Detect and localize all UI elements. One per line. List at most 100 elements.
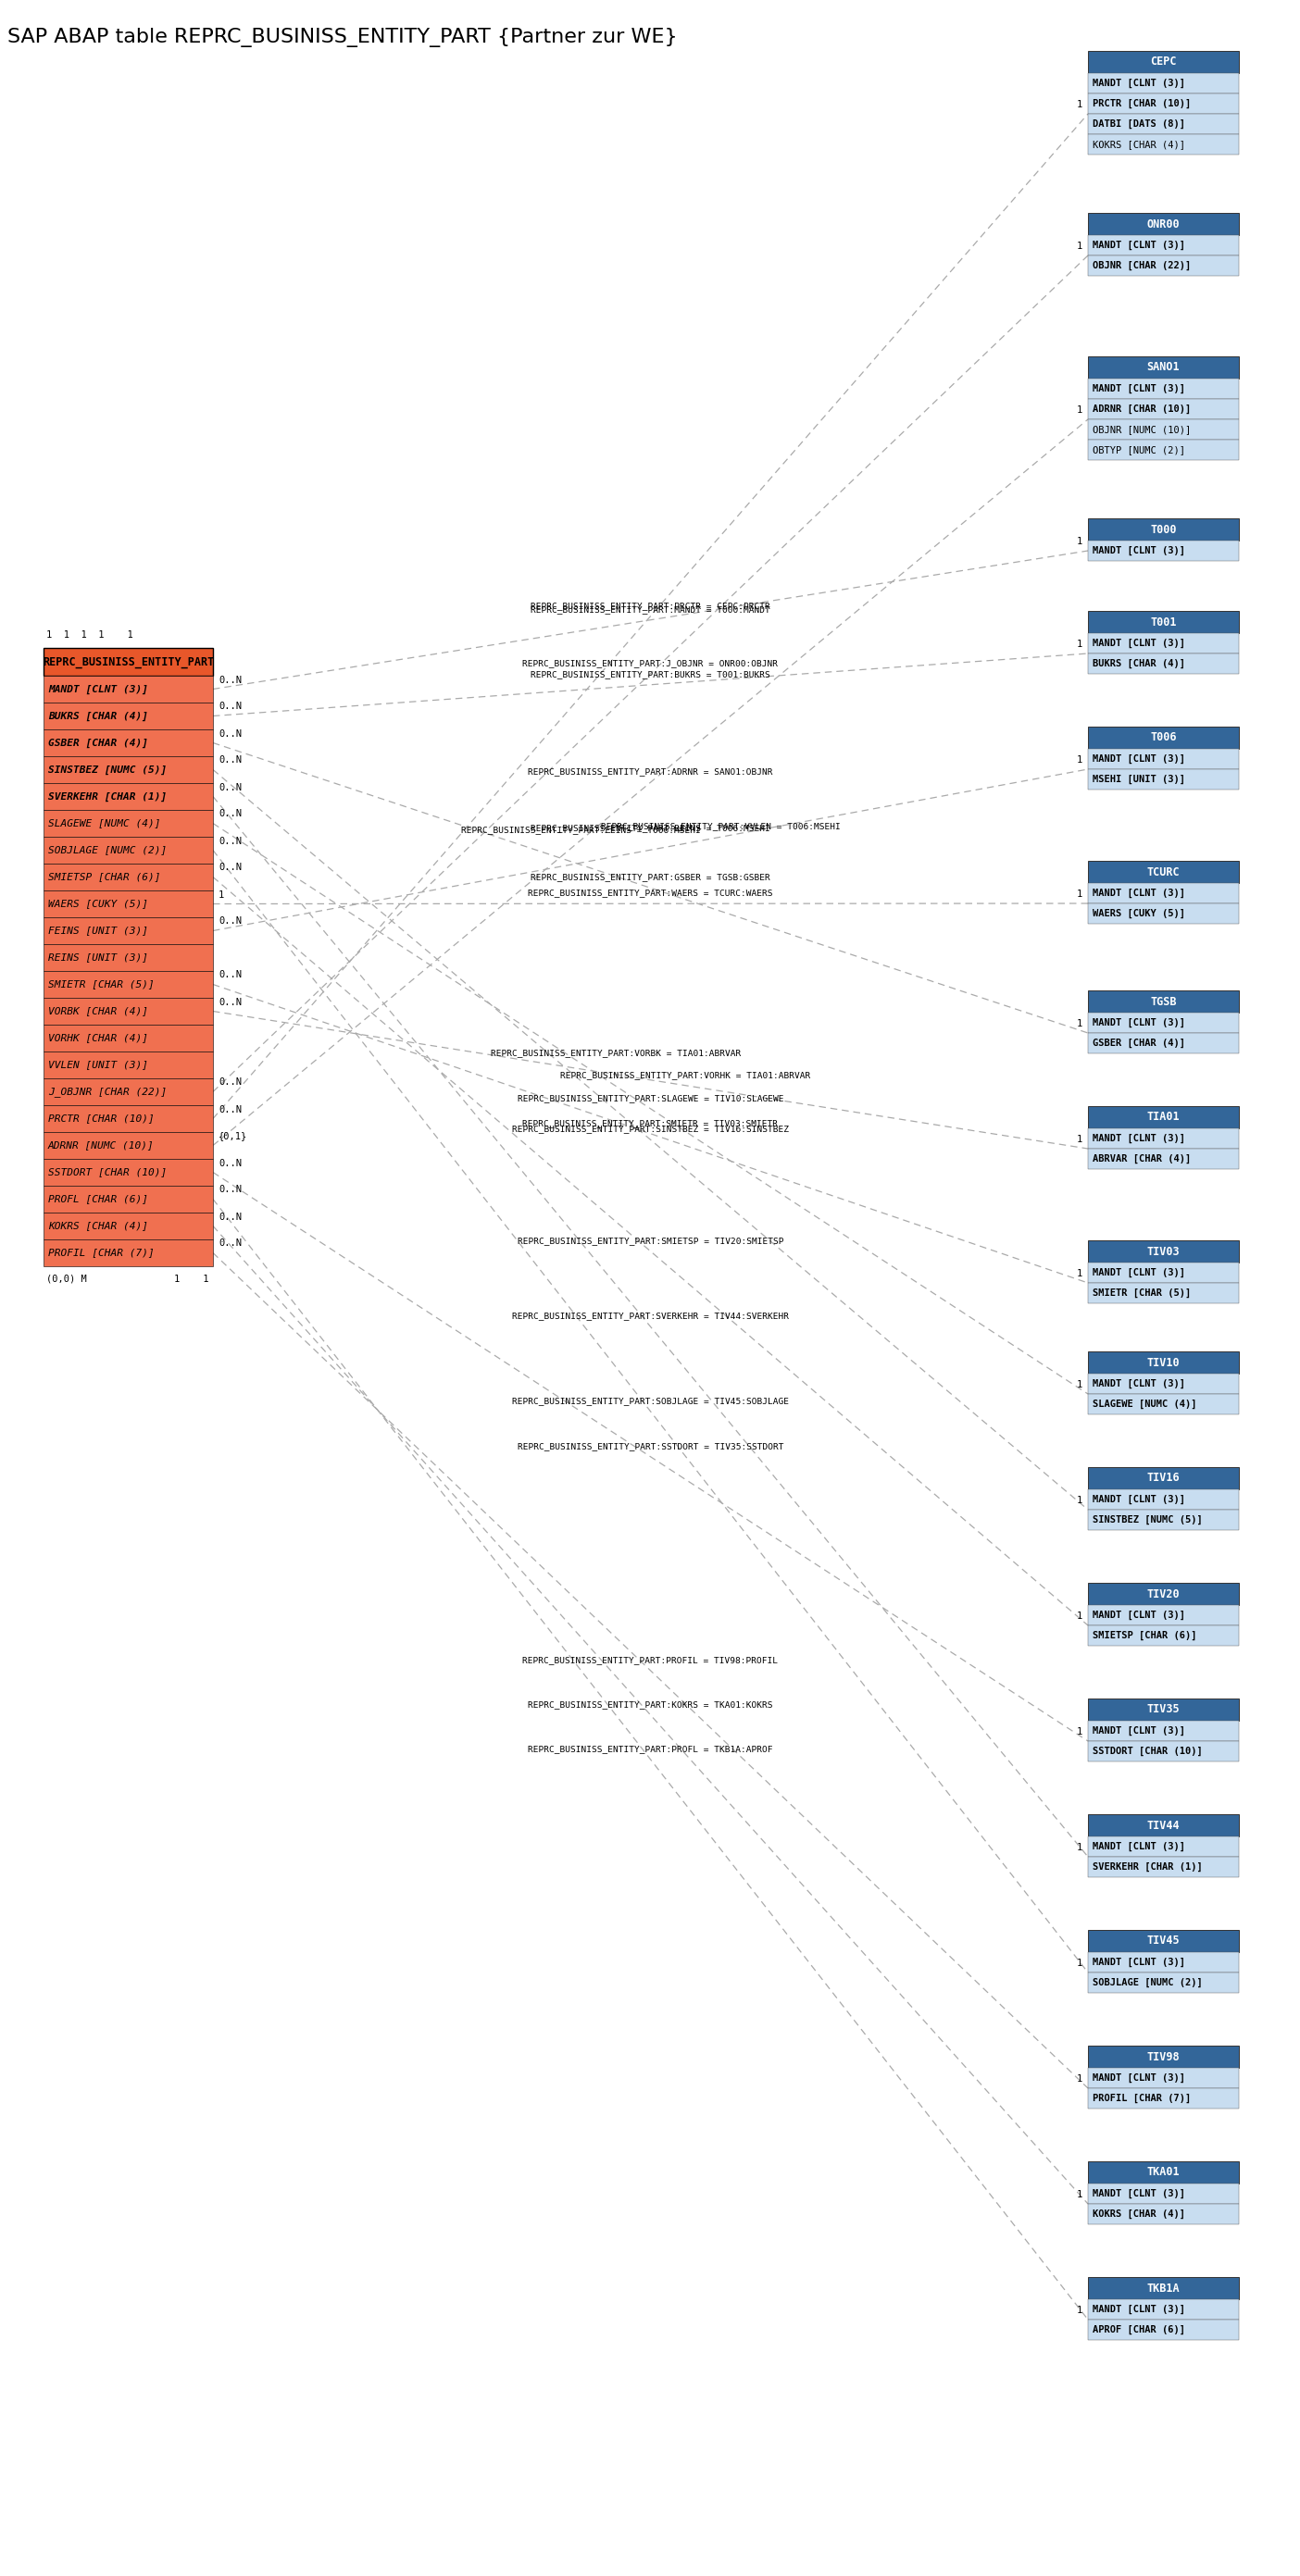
Bar bbox=[43, 1105, 213, 1131]
Text: 1: 1 bbox=[1076, 2190, 1083, 2200]
Text: MANDT [CLNT (3)]: MANDT [CLNT (3)] bbox=[1092, 1842, 1186, 1852]
Bar bbox=[43, 971, 213, 997]
Text: REPRC_BUSINISS_ENTITY_PART:J_OBJNR = ONR00:OBJNR: REPRC_BUSINISS_ENTITY_PART:J_OBJNR = ONR… bbox=[523, 659, 779, 667]
Text: TIA01: TIA01 bbox=[1147, 1110, 1180, 1123]
Bar bbox=[43, 783, 213, 809]
Text: MANDT [CLNT (3)]: MANDT [CLNT (3)] bbox=[1092, 1018, 1186, 1028]
Text: REPRC_BUSINISS_ENTITY_PART:VVLEN = T006:MSEHI: REPRC_BUSINISS_ENTITY_PART:VVLEN = T006:… bbox=[601, 822, 840, 829]
Text: DATBI [DATS (8)]: DATBI [DATS (8)] bbox=[1092, 118, 1186, 129]
Text: 1    1: 1 1 bbox=[174, 1275, 208, 1283]
Text: T000: T000 bbox=[1150, 523, 1176, 536]
Text: REPRC_BUSINISS_ENTITY_PART:BUKRS = T001:BUKRS: REPRC_BUSINISS_ENTITY_PART:BUKRS = T001:… bbox=[530, 670, 771, 677]
Text: 0..N: 0..N bbox=[218, 971, 242, 979]
Text: ONR00: ONR00 bbox=[1147, 219, 1180, 229]
Bar bbox=[43, 1159, 213, 1185]
Text: 0..N: 0..N bbox=[218, 1105, 242, 1113]
Bar bbox=[1088, 634, 1239, 654]
Bar bbox=[1088, 52, 1239, 72]
Text: 0..N: 0..N bbox=[218, 1213, 242, 1221]
Text: 1: 1 bbox=[1076, 1270, 1083, 1278]
Text: 1: 1 bbox=[1076, 889, 1083, 899]
Text: 0..N: 0..N bbox=[218, 675, 242, 685]
Bar bbox=[1088, 884, 1239, 904]
Text: CEPC: CEPC bbox=[1150, 57, 1176, 67]
Text: SSTDORT [CHAR (10)]: SSTDORT [CHAR (10)] bbox=[1092, 1747, 1202, 1757]
Bar bbox=[1088, 1239, 1239, 1262]
Text: VVLEN [UNIT (3)]: VVLEN [UNIT (3)] bbox=[48, 1061, 148, 1069]
Bar bbox=[1088, 1510, 1239, 1530]
Text: REINS [UNIT (3)]: REINS [UNIT (3)] bbox=[48, 953, 148, 963]
Text: REPRC_BUSINISS_ENTITY_PART: REPRC_BUSINISS_ENTITY_PART bbox=[43, 657, 214, 667]
Bar bbox=[1088, 379, 1239, 399]
Bar bbox=[1088, 611, 1239, 634]
Text: OBJNR [NUMC (10)]: OBJNR [NUMC (10)] bbox=[1092, 425, 1191, 435]
Text: TIV35: TIV35 bbox=[1147, 1703, 1180, 1716]
Bar bbox=[43, 1185, 213, 1213]
Bar bbox=[1088, 1814, 1239, 1837]
Text: 1: 1 bbox=[1076, 2306, 1083, 2316]
Bar bbox=[43, 891, 213, 917]
Text: ADRNR [CHAR (10)]: ADRNR [CHAR (10)] bbox=[1092, 404, 1191, 415]
Text: KOKRS [CHAR (4)]: KOKRS [CHAR (4)] bbox=[48, 1221, 148, 1231]
Text: 1: 1 bbox=[1076, 1726, 1083, 1736]
Bar bbox=[1088, 214, 1239, 234]
Bar bbox=[1088, 1105, 1239, 1128]
Text: SVERKEHR [CHAR (1)]: SVERKEHR [CHAR (1)] bbox=[1092, 1862, 1202, 1873]
Bar bbox=[1088, 1489, 1239, 1510]
Text: WAERS [CUKY (5)]: WAERS [CUKY (5)] bbox=[1092, 909, 1186, 917]
Text: 1: 1 bbox=[1076, 1958, 1083, 1968]
Text: 1: 1 bbox=[1076, 2074, 1083, 2084]
Text: MANDT [CLNT (3)]: MANDT [CLNT (3)] bbox=[1092, 1378, 1186, 1388]
Bar bbox=[1088, 355, 1239, 379]
Text: REPRC_BUSINISS_ENTITY_PART:SINSTBEZ = TIV16:SINSTBEZ: REPRC_BUSINISS_ENTITY_PART:SINSTBEZ = TI… bbox=[512, 1126, 789, 1133]
Text: MANDT [CLNT (3)]: MANDT [CLNT (3)] bbox=[1092, 240, 1186, 250]
Text: MANDT [CLNT (3)]: MANDT [CLNT (3)] bbox=[48, 685, 148, 693]
Bar bbox=[1088, 420, 1239, 440]
Bar bbox=[1088, 255, 1239, 276]
Text: 1: 1 bbox=[1076, 404, 1083, 415]
Text: REPRC_BUSINISS_ENTITY_PART:PRCTR = CEPC:PRCTR: REPRC_BUSINISS_ENTITY_PART:PRCTR = CEPC:… bbox=[530, 600, 771, 611]
Text: MANDT [CLNT (3)]: MANDT [CLNT (3)] bbox=[1092, 384, 1186, 394]
Text: REPRC_BUSINISS_ENTITY_PART:VORHK = TIA01:ABRVAR: REPRC_BUSINISS_ENTITY_PART:VORHK = TIA01… bbox=[560, 1072, 811, 1079]
Text: REPRC_BUSINISS_ENTITY_PART:SLAGEWE = TIV10:SLAGEWE: REPRC_BUSINISS_ENTITY_PART:SLAGEWE = TIV… bbox=[517, 1095, 784, 1103]
Text: REPRC_BUSINISS_ENTITY_PART:PROFIL = TIV98:PROFIL: REPRC_BUSINISS_ENTITY_PART:PROFIL = TIV9… bbox=[523, 1656, 779, 1664]
Text: TIV10: TIV10 bbox=[1147, 1358, 1180, 1368]
Bar bbox=[1088, 1373, 1239, 1394]
Bar bbox=[1088, 989, 1239, 1012]
Text: SINSTBEZ [NUMC (5)]: SINSTBEZ [NUMC (5)] bbox=[48, 765, 166, 775]
Text: GSBER [CHAR (4)]: GSBER [CHAR (4)] bbox=[1092, 1038, 1186, 1048]
Text: 0..N: 0..N bbox=[218, 1239, 242, 1249]
Text: (0,0) M: (0,0) M bbox=[47, 1275, 87, 1283]
Text: 1: 1 bbox=[1076, 1497, 1083, 1504]
Text: 1: 1 bbox=[1076, 242, 1083, 250]
Bar bbox=[43, 997, 213, 1025]
Text: 1: 1 bbox=[1076, 1613, 1083, 1620]
Bar bbox=[1088, 518, 1239, 541]
Text: MANDT [CLNT (3)]: MANDT [CLNT (3)] bbox=[1092, 755, 1186, 762]
Text: MANDT [CLNT (3)]: MANDT [CLNT (3)] bbox=[1092, 546, 1186, 556]
Text: MANDT [CLNT (3)]: MANDT [CLNT (3)] bbox=[1092, 639, 1186, 649]
Text: ABRVAR [CHAR (4)]: ABRVAR [CHAR (4)] bbox=[1092, 1154, 1191, 1164]
Text: 1: 1 bbox=[1076, 755, 1083, 765]
Bar bbox=[1088, 1837, 1239, 1857]
Text: TIV98: TIV98 bbox=[1147, 2050, 1180, 2063]
Bar bbox=[43, 1239, 213, 1267]
Text: APROF [CHAR (6)]: APROF [CHAR (6)] bbox=[1092, 2326, 1186, 2334]
Text: VORBK [CHAR (4)]: VORBK [CHAR (4)] bbox=[48, 1007, 148, 1015]
Bar bbox=[1088, 1394, 1239, 1414]
Text: MANDT [CLNT (3)]: MANDT [CLNT (3)] bbox=[1092, 1494, 1186, 1504]
Text: MSEHI [UNIT (3)]: MSEHI [UNIT (3)] bbox=[1092, 775, 1186, 783]
Text: TIV44: TIV44 bbox=[1147, 1819, 1180, 1832]
Bar bbox=[43, 649, 213, 675]
Text: MANDT [CLNT (3)]: MANDT [CLNT (3)] bbox=[1092, 2306, 1186, 2313]
Text: REPRC_BUSINISS_ENTITY_PART:KOKRS = TKA01:KOKRS: REPRC_BUSINISS_ENTITY_PART:KOKRS = TKA01… bbox=[528, 1700, 773, 1708]
Bar bbox=[1088, 2161, 1239, 2184]
Bar bbox=[1088, 2089, 1239, 2110]
Text: REPRC_BUSINISS_ENTITY_PART:MANDT = T000:MANDT: REPRC_BUSINISS_ENTITY_PART:MANDT = T000:… bbox=[530, 605, 771, 613]
Text: GSBER [CHAR (4)]: GSBER [CHAR (4)] bbox=[48, 739, 148, 747]
Text: SAP ABAP table REPRC_BUSINISS_ENTITY_PART {Partner zur WE}: SAP ABAP table REPRC_BUSINISS_ENTITY_PAR… bbox=[8, 28, 677, 46]
Text: PROFIL [CHAR (7)]: PROFIL [CHAR (7)] bbox=[1092, 2094, 1191, 2102]
Text: 1: 1 bbox=[1076, 536, 1083, 546]
Bar bbox=[1088, 1283, 1239, 1303]
Bar bbox=[1088, 2069, 1239, 2089]
